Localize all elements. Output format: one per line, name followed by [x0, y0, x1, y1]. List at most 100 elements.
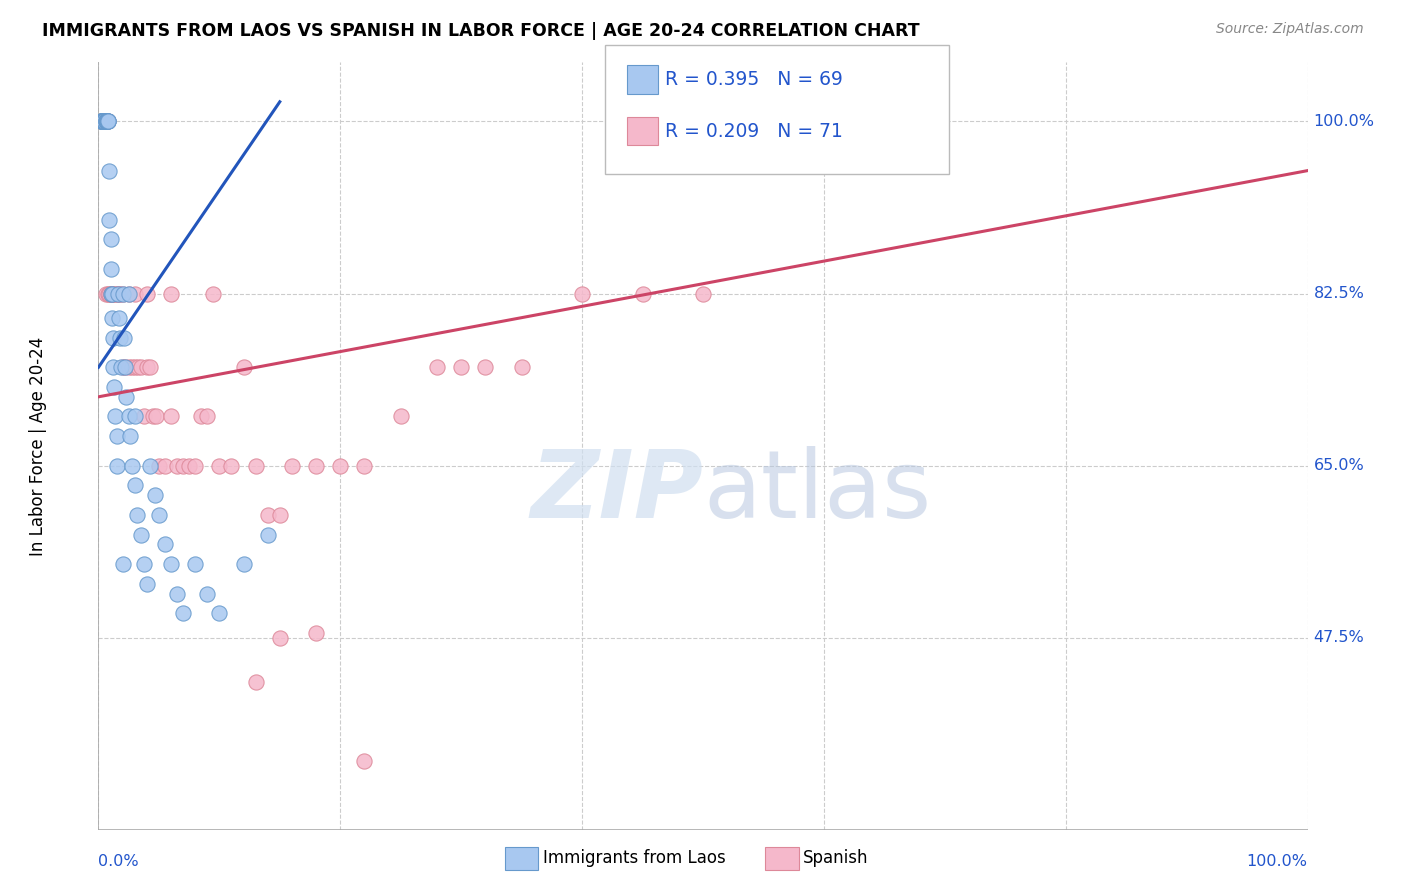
Point	[98, 286, 121, 301]
Point	[100, 286, 122, 301]
Point	[108, 286, 131, 301]
Point	[108, 311, 131, 326]
Point	[90, 114, 112, 128]
Point	[145, 409, 167, 424]
Point	[135, 286, 157, 301]
Text: Source: ZipAtlas.com: Source: ZipAtlas.com	[1216, 22, 1364, 37]
Text: R = 0.209   N = 71: R = 0.209 N = 71	[665, 121, 844, 141]
Point	[97, 114, 120, 128]
Point	[124, 478, 146, 492]
Point	[450, 360, 472, 375]
Point	[114, 360, 136, 375]
Point	[108, 286, 131, 301]
Point	[184, 557, 207, 571]
Point	[118, 409, 141, 424]
Point	[98, 212, 121, 227]
Point	[166, 458, 188, 473]
Point	[101, 286, 124, 301]
Point	[124, 360, 146, 375]
Point	[112, 331, 135, 345]
Point	[208, 458, 231, 473]
Point	[195, 586, 218, 600]
Point	[139, 458, 162, 473]
Point	[91, 114, 114, 128]
Text: In Labor Force | Age 20-24: In Labor Force | Age 20-24	[30, 336, 46, 556]
Point	[101, 331, 124, 345]
Point	[100, 262, 122, 277]
Point	[134, 557, 156, 571]
Point	[256, 508, 278, 522]
Point	[105, 286, 128, 301]
Point	[97, 114, 120, 128]
Point	[148, 508, 170, 522]
Point	[100, 286, 122, 301]
Point	[93, 114, 115, 128]
Point	[127, 508, 149, 522]
Point	[631, 286, 654, 301]
Text: ZIP: ZIP	[530, 446, 703, 538]
Point	[118, 429, 141, 443]
Point	[134, 409, 156, 424]
Point	[121, 458, 143, 473]
Point	[179, 458, 201, 473]
Point	[93, 114, 115, 128]
Point	[269, 631, 291, 645]
Point	[208, 606, 231, 620]
Point	[97, 114, 120, 128]
Point	[91, 114, 114, 128]
Point	[96, 114, 118, 128]
Point	[221, 458, 243, 473]
Point	[245, 675, 267, 690]
Point	[202, 286, 225, 301]
Point	[160, 409, 183, 424]
Point	[142, 409, 165, 424]
Point	[129, 527, 152, 541]
Point	[353, 754, 375, 768]
Point	[111, 557, 134, 571]
Point	[94, 114, 117, 128]
Point	[96, 114, 118, 128]
Text: 0.0%: 0.0%	[98, 855, 139, 869]
Point	[510, 360, 533, 375]
Point	[124, 409, 146, 424]
Point	[91, 114, 114, 128]
Point	[105, 429, 128, 443]
Point	[100, 286, 122, 301]
Text: IMMIGRANTS FROM LAOS VS SPANISH IN LABOR FORCE | AGE 20-24 CORRELATION CHART: IMMIGRANTS FROM LAOS VS SPANISH IN LABOR…	[42, 22, 920, 40]
Point	[100, 286, 122, 301]
Point	[105, 286, 128, 301]
Text: 82.5%: 82.5%	[1313, 286, 1364, 301]
Point	[93, 114, 115, 128]
Point	[105, 458, 128, 473]
Point	[195, 409, 218, 424]
Point	[100, 311, 122, 326]
Point	[101, 360, 124, 375]
Point	[329, 458, 352, 473]
Point	[118, 286, 141, 301]
Point	[103, 380, 125, 394]
Point	[474, 360, 496, 375]
Point	[94, 114, 117, 128]
Point	[98, 163, 121, 178]
Point	[692, 286, 714, 301]
Point	[97, 286, 120, 301]
Text: 47.5%: 47.5%	[1313, 631, 1364, 645]
Point	[389, 409, 412, 424]
Point	[91, 114, 114, 128]
Point	[94, 286, 117, 301]
Point	[94, 114, 117, 128]
Text: 65.0%: 65.0%	[1313, 458, 1364, 473]
Point	[110, 360, 132, 375]
Point	[93, 114, 115, 128]
Point	[91, 114, 114, 128]
Point	[245, 458, 267, 473]
Point	[153, 537, 176, 551]
Point	[90, 114, 112, 128]
Point	[571, 286, 593, 301]
Point	[190, 409, 212, 424]
Point	[269, 508, 291, 522]
Point	[139, 360, 162, 375]
Point	[353, 458, 375, 473]
Point	[93, 114, 115, 128]
Point	[426, 360, 449, 375]
